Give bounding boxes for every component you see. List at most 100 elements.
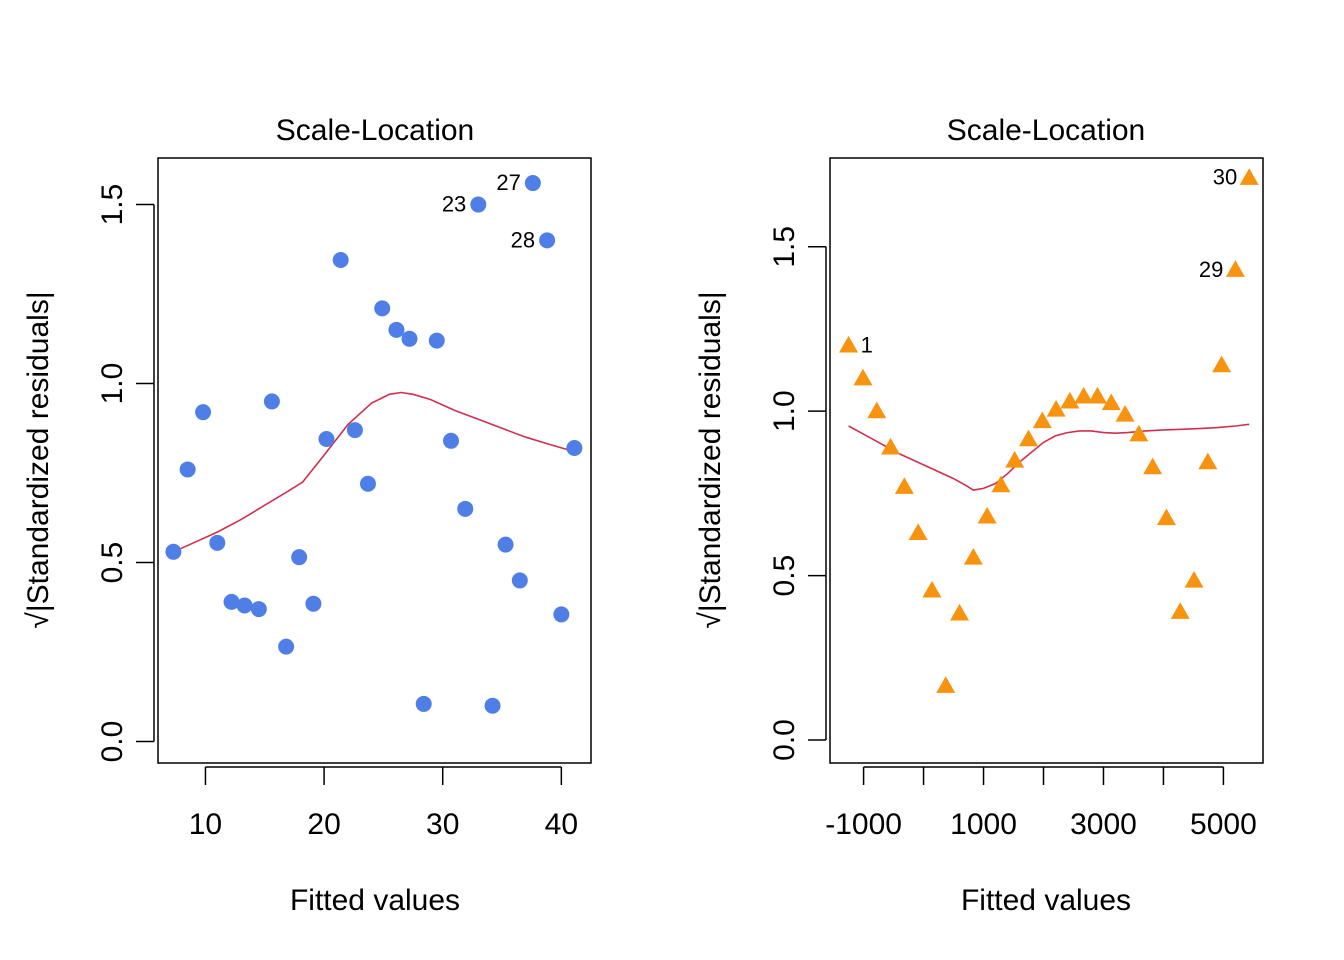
data-point <box>539 232 556 249</box>
data-point <box>853 368 873 386</box>
data-point <box>839 335 859 353</box>
left-smooth-line-group <box>173 391 575 553</box>
data-point <box>1032 411 1052 429</box>
data-point <box>1170 602 1190 619</box>
right-scale-location-panel: Scale-Location Fitted values √|Standardi… <box>694 114 1264 917</box>
data-point <box>278 638 295 655</box>
left-points-group: 23 27 28 <box>165 170 583 714</box>
data-point <box>388 321 405 338</box>
data-point <box>318 431 335 448</box>
data-point <box>497 536 514 553</box>
data-point <box>428 332 445 349</box>
point-id-label: 27 <box>496 170 520 195</box>
data-point <box>908 523 928 540</box>
right-x-axis: -1000 1000 3000 5000 <box>825 766 1257 841</box>
data-point <box>881 437 901 455</box>
data-point <box>1074 386 1094 404</box>
data-point <box>566 439 583 456</box>
left-y-axis-label: √|Standardized residuals| <box>22 291 55 628</box>
data-point <box>894 477 914 494</box>
smooth-line <box>173 391 575 553</box>
data-point <box>1019 429 1039 447</box>
x-tick-label: 1000 <box>950 808 1017 841</box>
x-tick-label: 30 <box>426 808 459 841</box>
right-points-group: 1 29 30 <box>839 165 1259 693</box>
point-id-label: 23 <box>442 192 466 217</box>
x-tick-label: 40 <box>545 808 578 841</box>
left-plot-frame <box>157 157 592 764</box>
data-point <box>374 300 391 317</box>
data-point <box>1005 451 1025 468</box>
x-tick-label: 5000 <box>1190 808 1257 841</box>
right-y-axis-label: √|Standardized residuals| <box>694 291 727 628</box>
x-tick-label: 3000 <box>1070 808 1137 841</box>
data-point <box>179 461 196 478</box>
point-id-label: 29 <box>1199 257 1223 282</box>
right-smooth-line-group <box>848 423 1250 491</box>
data-point <box>1101 393 1121 411</box>
data-point <box>511 572 528 589</box>
data-point <box>1046 400 1066 417</box>
data-point <box>1143 457 1163 475</box>
point-id-label: 1 <box>861 332 873 357</box>
y-tick-label: 1.0 <box>96 363 129 405</box>
data-point <box>443 432 460 449</box>
data-point <box>332 252 349 269</box>
data-point <box>305 595 322 612</box>
data-point <box>1129 424 1149 442</box>
data-point <box>1212 355 1232 373</box>
data-point <box>263 393 280 410</box>
data-point <box>1060 391 1080 409</box>
right-plot-frame <box>829 157 1264 764</box>
x-tick-label: 10 <box>189 808 222 841</box>
left-chart-title: Scale-Location <box>276 114 474 147</box>
data-point <box>236 597 253 614</box>
data-point <box>1156 508 1176 526</box>
data-point <box>977 506 997 524</box>
right-x-axis-label: Fitted values <box>961 884 1131 917</box>
data-point <box>415 695 432 712</box>
data-point <box>936 676 956 693</box>
data-point <box>250 601 267 618</box>
data-point <box>922 580 942 598</box>
data-point <box>223 593 240 610</box>
data-point <box>1087 386 1107 404</box>
left-scale-location-panel: Scale-Location Fitted values √|Standardi… <box>22 114 592 917</box>
data-point <box>401 330 418 347</box>
data-point <box>359 475 376 492</box>
y-tick-label: 1.5 <box>96 184 129 226</box>
data-point <box>195 404 212 421</box>
data-point <box>553 606 570 623</box>
right-chart-title: Scale-Location <box>947 114 1145 147</box>
data-point <box>484 697 501 714</box>
right-y-axis: 0.0 0.5 1.0 1.5 <box>768 226 827 761</box>
data-point <box>1239 168 1259 185</box>
y-tick-label: 1.0 <box>768 390 801 432</box>
data-point <box>963 547 983 565</box>
data-point <box>165 543 182 560</box>
y-tick-label: 1.5 <box>768 226 801 268</box>
data-point <box>867 401 887 419</box>
y-tick-label: 0.0 <box>768 719 801 761</box>
data-point <box>1184 571 1204 588</box>
y-tick-label: 0.5 <box>768 555 801 597</box>
y-tick-label: 0.0 <box>96 721 129 763</box>
data-point <box>1115 404 1135 422</box>
data-point <box>291 549 308 566</box>
x-tick-label: -1000 <box>825 808 902 841</box>
data-point <box>950 603 970 621</box>
point-id-label: 30 <box>1213 165 1237 190</box>
y-tick-label: 0.5 <box>96 542 129 584</box>
left-x-axis-label: Fitted values <box>290 884 460 917</box>
smooth-line <box>848 423 1250 491</box>
data-point <box>1198 452 1218 470</box>
left-x-axis: 10 20 30 40 <box>189 766 578 841</box>
left-y-axis: 0.0 0.5 1.0 1.5 <box>96 184 155 763</box>
data-point <box>470 196 487 213</box>
data-point <box>1225 260 1245 277</box>
x-tick-label: 20 <box>307 808 340 841</box>
data-point <box>457 500 474 517</box>
data-point <box>524 175 541 192</box>
data-point <box>346 422 363 439</box>
